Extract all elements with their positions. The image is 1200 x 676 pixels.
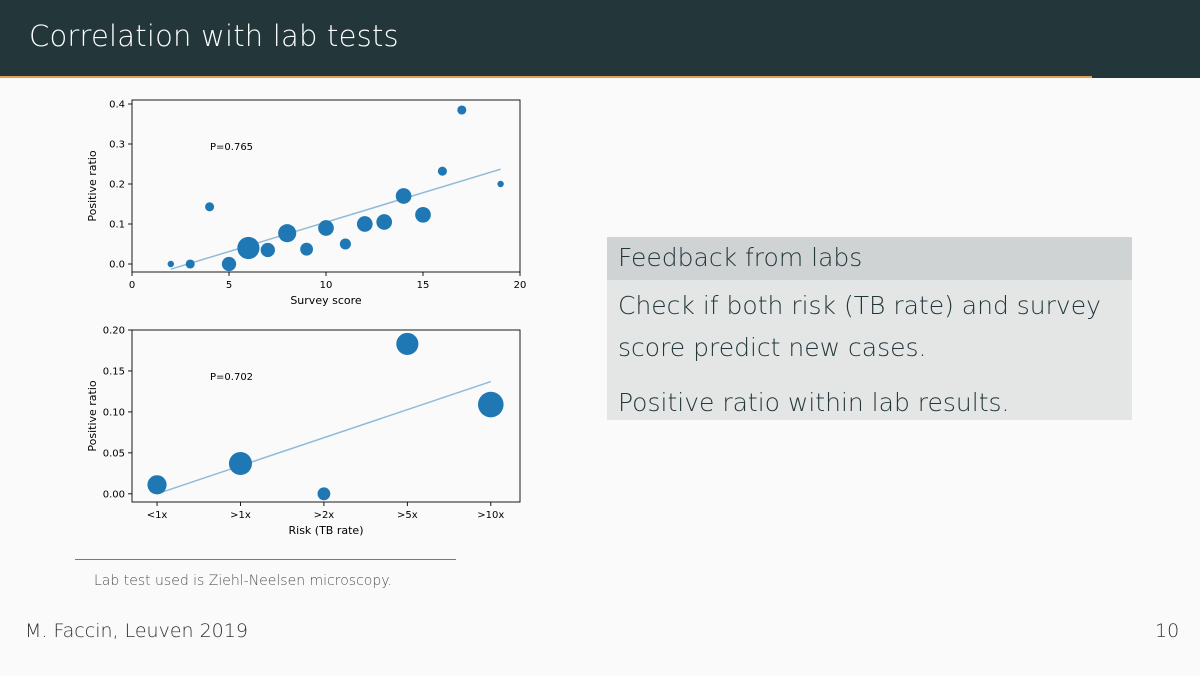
x-tick-label: 0 bbox=[129, 280, 135, 291]
y-tick-label: 0.4 bbox=[109, 100, 125, 111]
data-point bbox=[167, 260, 174, 268]
data-point bbox=[437, 166, 447, 176]
y-tick-label: 0.0 bbox=[109, 260, 125, 271]
x-axis-label: Survey score bbox=[290, 294, 362, 307]
data-point bbox=[356, 216, 373, 232]
footer-author: M. Faccin, Leuven 2019 bbox=[25, 620, 248, 642]
title-accent-rule bbox=[0, 76, 1092, 78]
block-paragraph: Check if both risk (TB rate) and survey … bbox=[618, 291, 1101, 362]
page-number: 10 bbox=[1155, 620, 1180, 642]
block-title: Feedback from labs bbox=[607, 237, 1132, 280]
x-tick-label: 15 bbox=[417, 280, 430, 291]
block-title-text: Feedback from labs bbox=[618, 243, 863, 272]
y-tick-label: 0.05 bbox=[103, 448, 125, 459]
score-scatter-chart: 0.0 0.1 0.2 0.3 0.4 0 5 10 15 20 Survey score Posit… bbox=[86, 99, 527, 308]
data-point bbox=[415, 206, 431, 223]
data-point bbox=[317, 487, 331, 501]
data-point bbox=[497, 180, 504, 188]
y-tick-label: 0.3 bbox=[109, 140, 125, 151]
y-tick-label: 0.10 bbox=[103, 407, 125, 418]
data-point bbox=[457, 105, 467, 115]
data-point bbox=[376, 214, 393, 230]
fit-line bbox=[156, 380, 492, 495]
x-tick-label: 10 bbox=[320, 280, 333, 291]
data-point bbox=[318, 220, 334, 236]
data-point bbox=[278, 224, 297, 243]
slide-title: Correlation with lab tests bbox=[29, 19, 399, 53]
footnote-rule bbox=[75, 559, 456, 560]
risk-scatter-chart: 0.00 0.05 0.10 0.15 0.20 <1x >1x >2x >5x >10x Risk… bbox=[86, 326, 521, 537]
data-point bbox=[339, 238, 351, 250]
x-tick-label: 5 bbox=[226, 280, 232, 291]
y-tick-label: 0.2 bbox=[109, 180, 125, 191]
footnote: Lab test used is Ziehl-Neelsen microscop… bbox=[94, 573, 392, 589]
block-paragraph: Positive ratio within lab results. bbox=[618, 388, 1010, 417]
x-tick-label: <1x bbox=[147, 510, 168, 521]
y-tick-label: 0.00 bbox=[103, 489, 125, 500]
data-point bbox=[185, 259, 195, 269]
x-tick-label: 20 bbox=[514, 280, 527, 291]
y-tick-label: 0.15 bbox=[103, 366, 125, 377]
data-point bbox=[300, 242, 313, 256]
y-tick-label: 0.1 bbox=[109, 220, 125, 231]
p-value-annotation: P=0.765 bbox=[210, 142, 253, 153]
data-point bbox=[147, 475, 167, 495]
p-value-annotation: P=0.702 bbox=[210, 372, 253, 383]
data-point bbox=[228, 451, 253, 476]
block-body: Check if both risk (TB rate) and survey … bbox=[618, 285, 1123, 437]
plot-frame bbox=[131, 99, 521, 273]
data-point bbox=[395, 188, 412, 204]
y-axis-label: Positive ratio bbox=[86, 150, 99, 222]
y-axis-label: Positive ratio bbox=[86, 380, 99, 452]
x-tick-label: >2x bbox=[314, 510, 335, 521]
x-tick-label: >5x bbox=[397, 510, 418, 521]
x-axis-label: Risk (TB rate) bbox=[289, 524, 364, 537]
data-point bbox=[205, 202, 215, 212]
data-point bbox=[221, 256, 237, 272]
title-bar: Correlation with lab tests bbox=[0, 0, 1200, 78]
x-tick-label: >10x bbox=[477, 510, 504, 521]
data-point bbox=[260, 242, 275, 258]
plot-frame bbox=[131, 329, 521, 503]
x-tick-label: >1x bbox=[230, 510, 251, 521]
y-tick-label: 0.20 bbox=[103, 326, 125, 337]
data-point bbox=[237, 236, 260, 260]
data-point bbox=[477, 391, 504, 418]
feedback-block: Feedback from labs Check if both risk (T… bbox=[607, 237, 1132, 420]
fit-line bbox=[170, 168, 501, 270]
data-point bbox=[396, 332, 419, 356]
